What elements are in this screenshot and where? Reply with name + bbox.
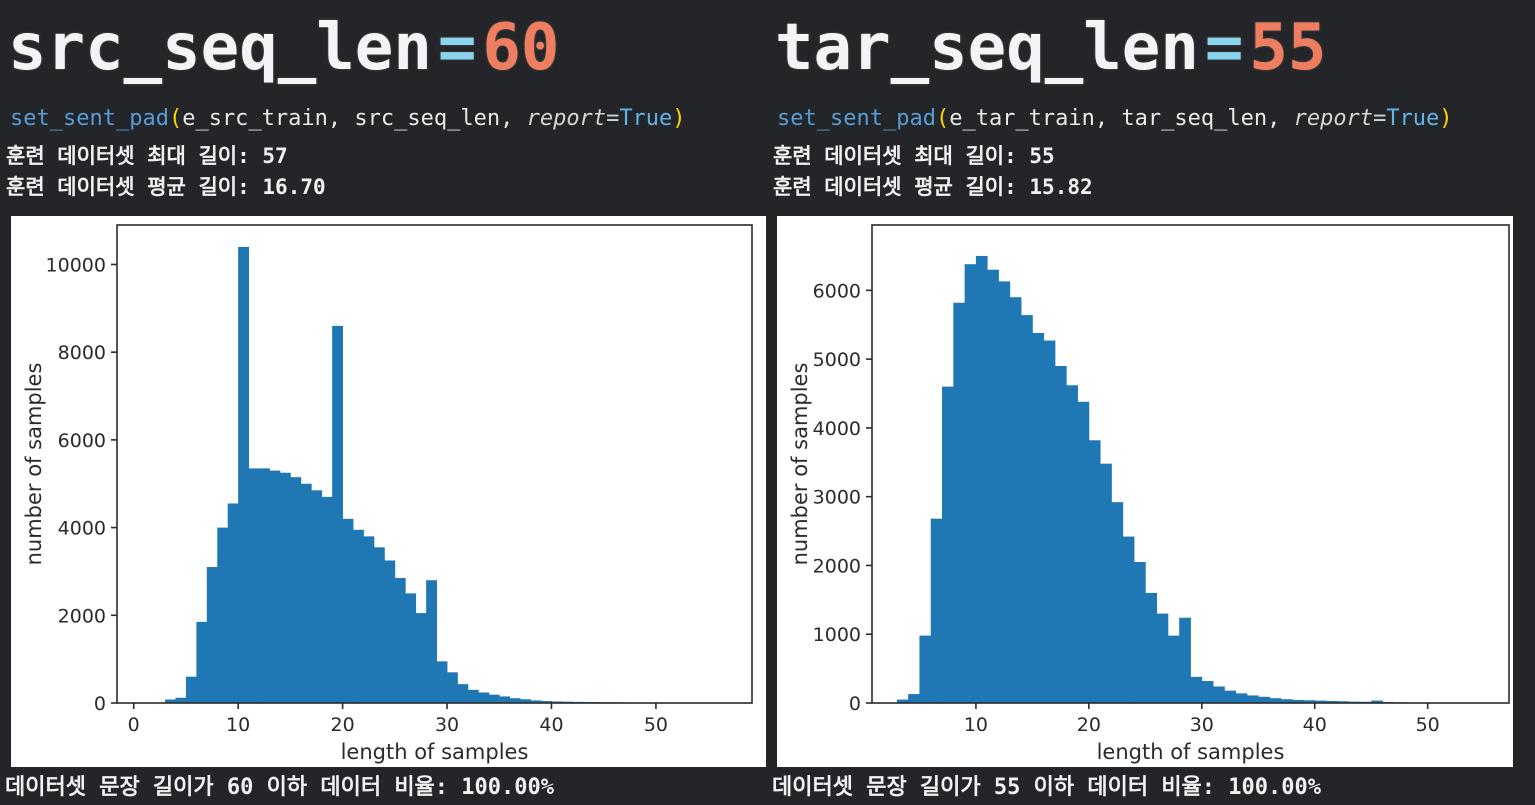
svg-text:30: 30 [435,714,459,736]
code-true-literal: True [1386,106,1440,131]
tar-code-cell[interactable]: set_sent_pad(e_tar_train, tar_seq_len, r… [777,104,1535,134]
svg-text:50: 50 [644,714,668,736]
tar-max-length-stat: 훈련 데이터셋 최대 길이: 55 [773,144,1055,168]
svg-text:3000: 3000 [813,487,861,509]
tar-title-equals: = [1204,11,1244,85]
code-keyword-arg: report [1293,106,1374,131]
tar-histogram-figure: 10 20 30 40 50 0 1000 2000 3000 4000 5000 6000 lengt… [777,216,1513,767]
svg-text:number of samples: number of samples [22,363,46,566]
svg-text:10: 10 [964,714,988,736]
svg-text:1000: 1000 [813,624,861,646]
svg-text:40: 40 [1303,714,1327,736]
src-code-cell[interactable]: set_sent_pad(e_src_train, src_seq_len, r… [10,104,767,134]
svg-text:number of samples: number of samples [788,363,812,566]
svg-text:5000: 5000 [813,349,861,371]
src-title-variable: src_seq_len [8,11,432,85]
close-paren: ) [672,106,686,131]
code-function-name: set_sent_pad [10,106,169,131]
src-title: src_seq_len=60 [8,4,767,92]
open-paren: ( [935,106,950,131]
svg-text:10000: 10000 [46,254,106,276]
src-mean-length-stat: 훈련 데이터셋 평균 길이: 16.70 [6,175,326,199]
code-function-name: set_sent_pad [777,106,936,131]
svg-text:6000: 6000 [813,280,861,302]
src-length-histogram: 0 10 20 30 40 50 0 2000 4000 6000 8000 10000 length … [11,216,766,767]
code-keyword-arg: report [526,106,607,131]
svg-text:20: 20 [330,714,354,736]
assign-equals: = [1373,106,1387,131]
svg-text:4000: 4000 [58,518,106,540]
tar-ratio-stat: 데이터셋 문장 길이가 55 이하 데이터 비율: 100.00% [772,775,1322,800]
src-title-equals: = [437,11,477,85]
svg-text:0: 0 [94,693,106,715]
src-ratio-stat: 데이터셋 문장 길이가 60 이하 데이터 비율: 100.00% [5,775,555,800]
assign-equals: = [606,106,620,131]
panel-tar-seq-len: tar_seq_len=55 set_sent_pad(e_tar_train,… [767,0,1535,805]
code-true-literal: True [619,106,673,131]
svg-text:20: 20 [1077,714,1101,736]
svg-text:6000: 6000 [58,430,106,452]
svg-text:2000: 2000 [813,555,861,577]
svg-text:0: 0 [849,693,861,715]
tar-length-histogram: 10 20 30 40 50 0 1000 2000 3000 4000 5000 6000 lengt… [777,216,1513,767]
tar-title: tar_seq_len=55 [775,4,1535,92]
svg-text:length of samples: length of samples [341,740,529,764]
svg-text:0: 0 [128,714,140,736]
src-histogram-figure: 0 10 20 30 40 50 0 2000 4000 6000 8000 10000 length … [11,216,766,767]
svg-text:40: 40 [539,714,563,736]
code-arguments: e_tar_train, tar_seq_len, [949,106,1294,131]
src-title-value: 60 [482,11,560,85]
src-max-length-stat: 훈련 데이터셋 최대 길이: 57 [6,144,288,168]
tar-mean-length-stat: 훈련 데이터셋 평균 길이: 15.82 [773,175,1093,199]
svg-text:8000: 8000 [58,342,106,364]
code-arguments: e_src_train, src_seq_len, [182,106,527,131]
svg-text:length of samples: length of samples [1097,740,1285,764]
close-paren: ) [1439,106,1453,131]
open-paren: ( [168,106,183,131]
svg-text:50: 50 [1416,714,1440,736]
panel-src-seq-len: src_seq_len=60 set_sent_pad(e_src_train,… [0,0,767,805]
svg-text:4000: 4000 [813,418,861,440]
tar-title-variable: tar_seq_len [775,11,1199,85]
svg-text:10: 10 [226,714,250,736]
svg-text:2000: 2000 [58,605,106,627]
svg-text:30: 30 [1190,714,1214,736]
tar-title-value: 55 [1249,11,1327,85]
